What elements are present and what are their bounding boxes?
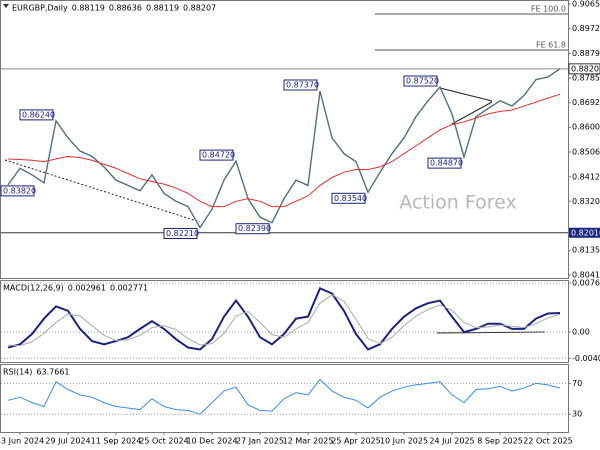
series-line: [7, 93, 561, 208]
y-tick-label: 0.85065: [572, 147, 600, 156]
x-tick-label: 10 Dec 2024: [186, 437, 237, 446]
y-tick-label: 30: [572, 410, 582, 419]
y-tick-label: 0.84125: [572, 172, 600, 181]
title-value: 63.7661: [36, 368, 69, 377]
title-value: 0.88207: [183, 4, 216, 13]
x-tick-label: 13 Jun 2024: [0, 437, 44, 446]
series-line: [7, 378, 561, 415]
price-annotation-box: [0, 185, 35, 197]
series-line: [7, 294, 561, 347]
price-annotation-label: 0.83540: [334, 194, 367, 203]
price-annotation-label: 0.87370: [286, 80, 319, 89]
x-tick-label: 12 Mar 2025: [283, 437, 334, 446]
price-annotation-label: 0.87520: [406, 77, 439, 86]
watermark: Action Forex: [399, 192, 516, 214]
y-tick-label: 0.007623: [572, 279, 600, 288]
price-panel: [0, 0, 569, 279]
x-tick-label: 8 Sep 2025: [477, 437, 523, 446]
price-annotation-label: 0.82210: [166, 229, 199, 238]
x-tick-label: 22 Oct 2025: [523, 437, 572, 446]
price-annotation-box: [19, 109, 54, 121]
y-tick-label: 0.80410: [572, 271, 600, 280]
macd-trendline: [436, 331, 546, 334]
price-annotation-box: [199, 149, 234, 161]
x-tick-label: 24 Jul 2025: [429, 437, 474, 446]
menu-icon: [3, 4, 9, 8]
fe-label: FE 100.0: [531, 5, 566, 14]
panel-title: RSI(14): [3, 368, 32, 377]
title-value: 0.002961: [68, 284, 106, 293]
x-tick-label: 10 Jun 2025: [380, 437, 428, 446]
y-tick-label: 0.86926: [572, 98, 600, 107]
x-tick-label: 25 Oct 2024: [139, 437, 188, 446]
price-annotation-label: 0.86240: [22, 110, 55, 119]
x-tick-label: 29 Jul 2024: [45, 437, 90, 446]
series-line: [7, 287, 561, 351]
x-tick-label: 25 Apr 2025: [331, 437, 380, 446]
panel-title: EURGBP,Daily: [12, 4, 68, 13]
price-annotation-label: 0.82390: [238, 224, 271, 233]
price-annotation-box: [427, 157, 462, 169]
current-price-label: 0.88207: [571, 64, 600, 73]
y-tick-label: 0.89725: [572, 24, 600, 33]
triangle-line: [439, 87, 493, 102]
y-tick-label: 70: [572, 379, 582, 388]
y-tick-label: 0.00: [572, 328, 590, 337]
x-tick-label: 27 Jan 2025: [236, 437, 284, 446]
price-annotation-box: [235, 223, 270, 235]
title-value: 0.88119: [146, 4, 179, 13]
title-value: 0.88636: [109, 4, 142, 13]
price-annotation-label: 0.84720: [202, 151, 235, 160]
y-tick-label: 0.87859: [572, 74, 600, 83]
y-tick-label: 0.88792: [572, 49, 600, 58]
fe-label: FE 61.8: [536, 40, 566, 49]
y-tick-label: -0.004073: [572, 354, 600, 363]
current-price-box: [568, 63, 600, 75]
price-annotation-label: 0.83820: [3, 186, 36, 195]
macd-panel: [0, 280, 569, 363]
title-value: 0.88119: [72, 4, 105, 13]
x-tick-label: 11 Sep 2024: [91, 437, 142, 446]
price-annotation-label: 0.84870: [430, 159, 463, 168]
panel-title: MACD(12,26,9): [3, 284, 64, 293]
y-tick-label: 0.90658: [572, 0, 600, 9]
price-annotation-box: [283, 79, 318, 91]
title-value: 0.002771: [110, 284, 148, 293]
price-annotation-box: [163, 227, 198, 239]
triangle-line: [451, 101, 493, 125]
price-annotation-box: [403, 75, 438, 87]
support-box: [569, 227, 600, 238]
rsi-panel: [0, 364, 569, 433]
price-annotation-box: [331, 192, 366, 204]
